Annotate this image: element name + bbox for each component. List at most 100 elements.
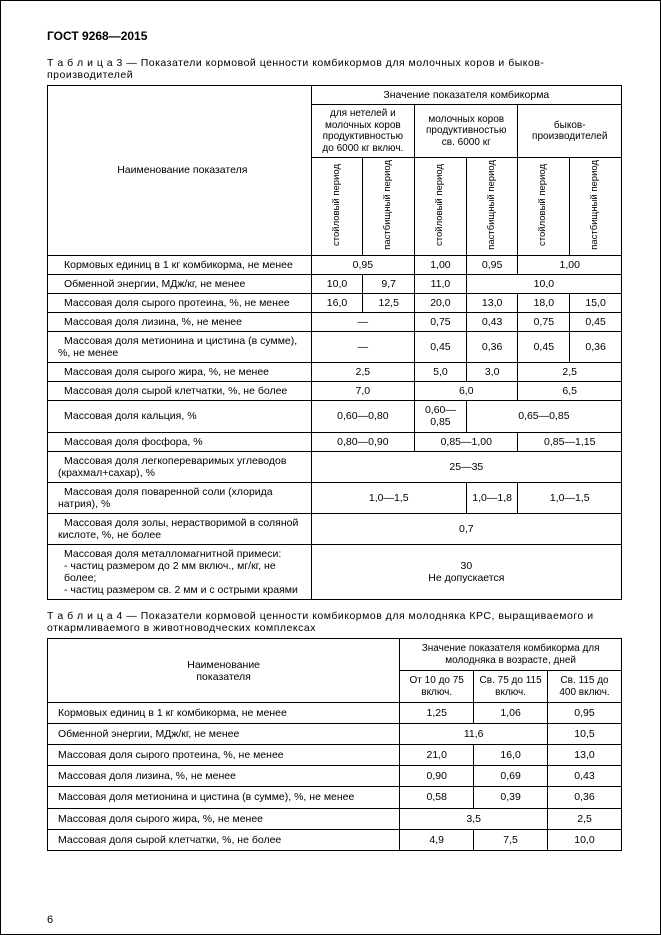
table-row: Массовая доля лизина, %, не менее0,900,6… [48, 766, 622, 787]
t4-h-value: Значение показателя комбикорма для молод… [400, 639, 622, 671]
cell: 5,0 [415, 363, 467, 382]
cell: 6,5 [518, 382, 622, 401]
cell: 16,0 [474, 745, 548, 766]
cell: — [311, 313, 414, 332]
cell: 16,0 [311, 294, 363, 313]
cell: 18,0 [518, 294, 570, 313]
t4-h-c3: Св. 115 до 400 включ. [548, 671, 622, 703]
cell: 0,90 [400, 766, 474, 787]
cell: 10,5 [548, 724, 622, 745]
table3-body: Кормовых единиц в 1 кг комбикорма, не ме… [48, 255, 622, 599]
t3-h-p2c: пастбищный период [570, 158, 622, 256]
t3-h-p1c: стойловый период [518, 158, 570, 256]
row-label: Массовая доля легкопереваримых углеводов… [48, 451, 312, 482]
table4-head: Наименование показателя Значение показат… [48, 639, 622, 703]
t3-h-p1a: стойловый период [311, 158, 363, 256]
cell: 9,7 [363, 274, 415, 293]
cell: 2,5 [548, 808, 622, 829]
cell: 1,00 [415, 255, 467, 274]
cell: 0,36 [548, 787, 622, 808]
cell: 0,75 [518, 313, 570, 332]
table3-caption: Т а б л и ц а 3 — Показатели кормовой це… [47, 57, 622, 81]
table3-caption-prefix: Т а б л и ц а 3 — [47, 57, 141, 69]
table-row: Массовая доля поваренной соли (хлорида н… [48, 482, 622, 513]
table-row: Массовая доля золы, нерастворимой в соля… [48, 513, 622, 544]
cell: 7,0 [311, 382, 414, 401]
cell: 0,95 [311, 255, 414, 274]
cell: 1,00 [518, 255, 622, 274]
cell: 13,0 [548, 745, 622, 766]
cell: 10,0 [466, 274, 621, 293]
row-label: Массовая доля фосфора, % [48, 432, 312, 451]
table-row: Массовая доля лизина, %, не менее—0,750,… [48, 313, 622, 332]
row-label: Массовая доля поваренной соли (хлорида н… [48, 482, 312, 513]
table-row: Массовая доля сырого протеина, %, не мен… [48, 294, 622, 313]
table-row: Массовая доля метионина и цистина (в сум… [48, 787, 622, 808]
row-label: Кормовых единиц в 1 кг комбикорма, не ме… [48, 703, 400, 724]
table3: Наименование показателя Значение показат… [47, 85, 622, 600]
table-row: Массовая доля сырой клетчатки, %, не бол… [48, 382, 622, 401]
cell: — [311, 332, 414, 363]
cell: 0,45 [518, 332, 570, 363]
cell: 1,06 [474, 703, 548, 724]
table-row: Массовая доля сырого жира, %, не менее3,… [48, 808, 622, 829]
cell: 0,43 [548, 766, 622, 787]
cell: 0,75 [415, 313, 467, 332]
cell: 0,60—0,85 [415, 401, 467, 432]
t3-h-name: Наименование показателя [48, 86, 312, 256]
row-label: Массовая доля метионина и цистина (в сум… [48, 332, 312, 363]
table-row: Массовая доля сырого протеина, %, не мен… [48, 745, 622, 766]
cell: 0,39 [474, 787, 548, 808]
cell: 10,0 [548, 829, 622, 850]
cell: 0,80—0,90 [311, 432, 414, 451]
cell: 25—35 [311, 451, 621, 482]
row-label: Массовая доля сырого протеина, %, не мен… [48, 745, 400, 766]
row-label: Массовая доля сырой клетчатки, %, не бол… [48, 829, 400, 850]
doc-standard: ГОСТ 9268—2015 [47, 29, 622, 43]
t4-h-c2: Св. 75 до 115 включ. [474, 671, 548, 703]
t3-h-p2b: пастбищный период [466, 158, 518, 256]
row-label: Массовая доля кальция, % [48, 401, 312, 432]
table-row: Массовая доля металломагнитной примеси:-… [48, 544, 622, 599]
t4-h-name: Наименование показателя [48, 639, 400, 703]
row-label: Массовая доля сырого протеина, %, не мен… [48, 294, 312, 313]
page-number: 6 [47, 914, 53, 926]
table-row: Массовая доля сырой клетчатки, %, не бол… [48, 829, 622, 850]
cell: 11,6 [400, 724, 548, 745]
cell: 0,85—1,15 [518, 432, 622, 451]
cell: 10,0 [311, 274, 363, 293]
t3-h-col3: быков-производителей [518, 105, 622, 158]
table-row: Массовая доля легкопереваримых углеводов… [48, 451, 622, 482]
table4-body: Кормовых единиц в 1 кг комбикорма, не ме… [48, 703, 622, 850]
table-row: Массовая доля сырого жира, %, не менее2,… [48, 363, 622, 382]
table-row: Обменной энергии, МДж/кг, не менее11,610… [48, 724, 622, 745]
cell: 15,0 [570, 294, 622, 313]
row-label: Массовая доля золы, нерастворимой в соля… [48, 513, 312, 544]
t3-h-col2: молочных коров продуктивностью св. 6000 … [415, 105, 518, 158]
table-row: Массовая доля метионина и цистина (в сум… [48, 332, 622, 363]
cell: 0,69 [474, 766, 548, 787]
row-label: Обменной энергии, МДж/кг, не менее [48, 274, 312, 293]
t3-h-value: Значение показателя комбикорма [311, 86, 621, 105]
table-row: Кормовых единиц в 1 кг комбикорма, не ме… [48, 255, 622, 274]
t3-h-col1: для нетелей и молочных коров продуктивно… [311, 105, 414, 158]
row-label: Обменной энергии, МДж/кг, не менее [48, 724, 400, 745]
t3-h-p1b: стойловый период [415, 158, 467, 256]
cell: 0,45 [415, 332, 467, 363]
table4-caption: Т а б л и ц а 4 — Показатели кормовой це… [47, 610, 622, 634]
cell: 0,60—0,80 [311, 401, 414, 432]
cell: 6,0 [415, 382, 518, 401]
cell: 1,0—1,5 [518, 482, 622, 513]
row-label: Массовая доля сырой клетчатки, %, не бол… [48, 382, 312, 401]
cell: 0,95 [466, 255, 518, 274]
cell: 0,7 [311, 513, 621, 544]
cell: 30Не допускается [311, 544, 621, 599]
row-label: Массовая доля сырого жира, %, не менее [48, 363, 312, 382]
cell: 1,25 [400, 703, 474, 724]
cell: 2,5 [518, 363, 622, 382]
cell: 2,5 [311, 363, 414, 382]
cell: 13,0 [466, 294, 518, 313]
table-row: Массовая доля кальция, %0,60—0,800,60—0,… [48, 401, 622, 432]
t4-h-c1: От 10 до 75 включ. [400, 671, 474, 703]
cell: 1,0—1,5 [311, 482, 466, 513]
